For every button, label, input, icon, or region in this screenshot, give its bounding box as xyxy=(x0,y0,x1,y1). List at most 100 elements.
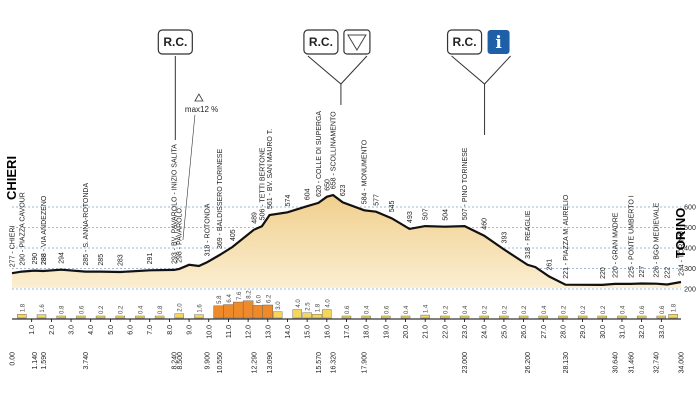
gradient-bar xyxy=(292,309,303,319)
km-marker-label: 16.320 xyxy=(331,352,338,374)
km-tick-label: 7.0 xyxy=(147,325,154,335)
gradient-bar xyxy=(135,315,145,319)
km-marker-label: 23.000 xyxy=(462,352,469,374)
value-label: 507 xyxy=(423,208,430,220)
gradient-label: 0.2 xyxy=(483,305,489,314)
km-tick-label: 10.0 xyxy=(206,325,213,339)
max-grade-label: max12 % xyxy=(185,105,218,114)
rc-sign-box xyxy=(157,29,193,55)
gradient-bar xyxy=(213,305,224,319)
point-label: 221 - PIAZZA M. AURELIO xyxy=(563,194,570,279)
km-marker-label: 34.000 xyxy=(679,352,686,374)
gradient-bar xyxy=(95,315,106,319)
gradient-label: 0.6 xyxy=(345,305,351,314)
point-label: 658 - SCOLLINAMENTO xyxy=(331,111,338,189)
point-label: 584 - MONUMENTO xyxy=(362,139,369,204)
km-tick-label: 22.0 xyxy=(442,325,449,339)
gradient-bar xyxy=(538,315,548,319)
point-label: 369 - BALDISSERO TORINESE xyxy=(217,149,224,249)
value-label: 288 xyxy=(41,253,48,265)
point-label: 293 - BV. PAVAROLO - INIZIO SALITA xyxy=(172,144,179,264)
grid-lines xyxy=(12,206,681,290)
gradient-label: 0.2 xyxy=(119,305,125,314)
gradient-label: 0.6 xyxy=(660,305,666,314)
gradient-label: 1.8 xyxy=(672,303,678,312)
gradient-bar xyxy=(56,315,66,319)
value-label: 294 xyxy=(59,252,66,264)
km-marker-label: 17.900 xyxy=(362,352,369,374)
gradient-bar xyxy=(577,315,588,319)
km-tick-label: 14.0 xyxy=(285,325,292,339)
gradient-label: 4.0 xyxy=(296,299,302,308)
km-marker-label: 28.130 xyxy=(563,352,570,374)
max-grade-icon xyxy=(194,93,204,102)
route-signs: R.C. R.C. R.C. i max12 % xyxy=(157,29,511,241)
gradient-label: 0.2 xyxy=(522,305,528,314)
gradient-label: 0.6 xyxy=(384,305,390,314)
gradient-label: 7.6 xyxy=(237,291,243,300)
gradient-bar xyxy=(597,315,607,319)
km-tick-label: 32.0 xyxy=(639,325,646,339)
gradient-label: 0.2 xyxy=(502,305,508,314)
gradient-bar xyxy=(36,314,47,319)
gradient-label: 6.4 xyxy=(227,294,233,303)
rc-sign-label: R.C. xyxy=(453,35,477,49)
gradient-bar xyxy=(174,313,184,319)
gradient-bar xyxy=(636,315,647,319)
km-tick-label: 16.0 xyxy=(324,325,331,339)
gradient-label: 0.4 xyxy=(365,305,371,314)
gradient-label: 2.5 xyxy=(306,302,312,311)
end-city-label: TORINO xyxy=(673,208,688,258)
km-tick-label: 33.0 xyxy=(659,325,666,339)
gradient-bar xyxy=(194,314,204,319)
km-marker-label: 0.00 xyxy=(10,352,17,366)
y-tick-label: 200 xyxy=(684,287,696,294)
rc-sign-box xyxy=(303,29,339,55)
y-tick-label: 300 xyxy=(684,266,696,273)
rc-sign-label: R.C. xyxy=(163,35,187,49)
value-label: 405 xyxy=(230,229,237,241)
value-label: 291 xyxy=(147,253,154,265)
km-tick-label: 8.0 xyxy=(167,325,174,335)
gradient-bar xyxy=(322,309,332,319)
gradient-bar xyxy=(440,315,450,319)
gradient-bar xyxy=(302,312,312,319)
value-label: 227 xyxy=(639,266,646,278)
point-label: 318 - REAGLIE xyxy=(525,210,532,259)
value-label: 623 xyxy=(340,184,347,196)
gradient-bar xyxy=(668,314,678,319)
km-tick-label: 25.0 xyxy=(501,325,508,339)
gradient-label: 0.2 xyxy=(99,305,105,314)
profile-line xyxy=(11,193,682,287)
point-label: 507 - PINO TORINESE xyxy=(462,147,469,220)
info-sign-box xyxy=(487,30,510,54)
km-tick-label: 6.0 xyxy=(128,325,135,335)
gradient-bar xyxy=(154,315,165,319)
info-icon: i xyxy=(495,33,502,53)
gradient-bar xyxy=(223,304,234,319)
gradient-bar xyxy=(233,301,244,319)
km-marker-label: 15.570 xyxy=(316,352,323,374)
point-label: 290 - PIAZZA CAVOUR xyxy=(19,192,26,265)
start-city-label: CHIERI xyxy=(4,156,19,200)
value-label: 545 xyxy=(389,200,396,212)
km-tick-label: 18.0 xyxy=(364,325,371,339)
value-label: 393 xyxy=(501,232,508,244)
y-tick-label: 500 xyxy=(684,225,696,232)
km-tick-label: 19.0 xyxy=(383,325,390,339)
gradient-bar xyxy=(617,315,627,319)
y-tick-label: 600 xyxy=(684,205,696,212)
value-label: 577 xyxy=(374,194,381,206)
value-label: 290 xyxy=(32,253,39,265)
gradient-bar xyxy=(656,315,667,319)
gradient-bars: 1.8 1.6 0.8 0.6 0.2 0.2 0.4 0.8 2.0 1.6 5.8 6.4 7.6 8… xyxy=(17,290,678,319)
gradient-label: 0.8 xyxy=(158,305,164,314)
gradient-label: 1.6 xyxy=(40,304,46,313)
km-marker-label: 8.240 xyxy=(172,352,179,370)
value-label: 650 xyxy=(324,179,331,191)
point-label: 225 - PONTE UMBERTO I xyxy=(629,195,636,278)
gradient-label: 8.2 xyxy=(247,290,253,299)
value-label: 493 xyxy=(407,211,414,223)
point-label: 226 - BGO MEDIEVALE xyxy=(654,202,661,277)
gradient-label: 0.4 xyxy=(463,305,469,314)
